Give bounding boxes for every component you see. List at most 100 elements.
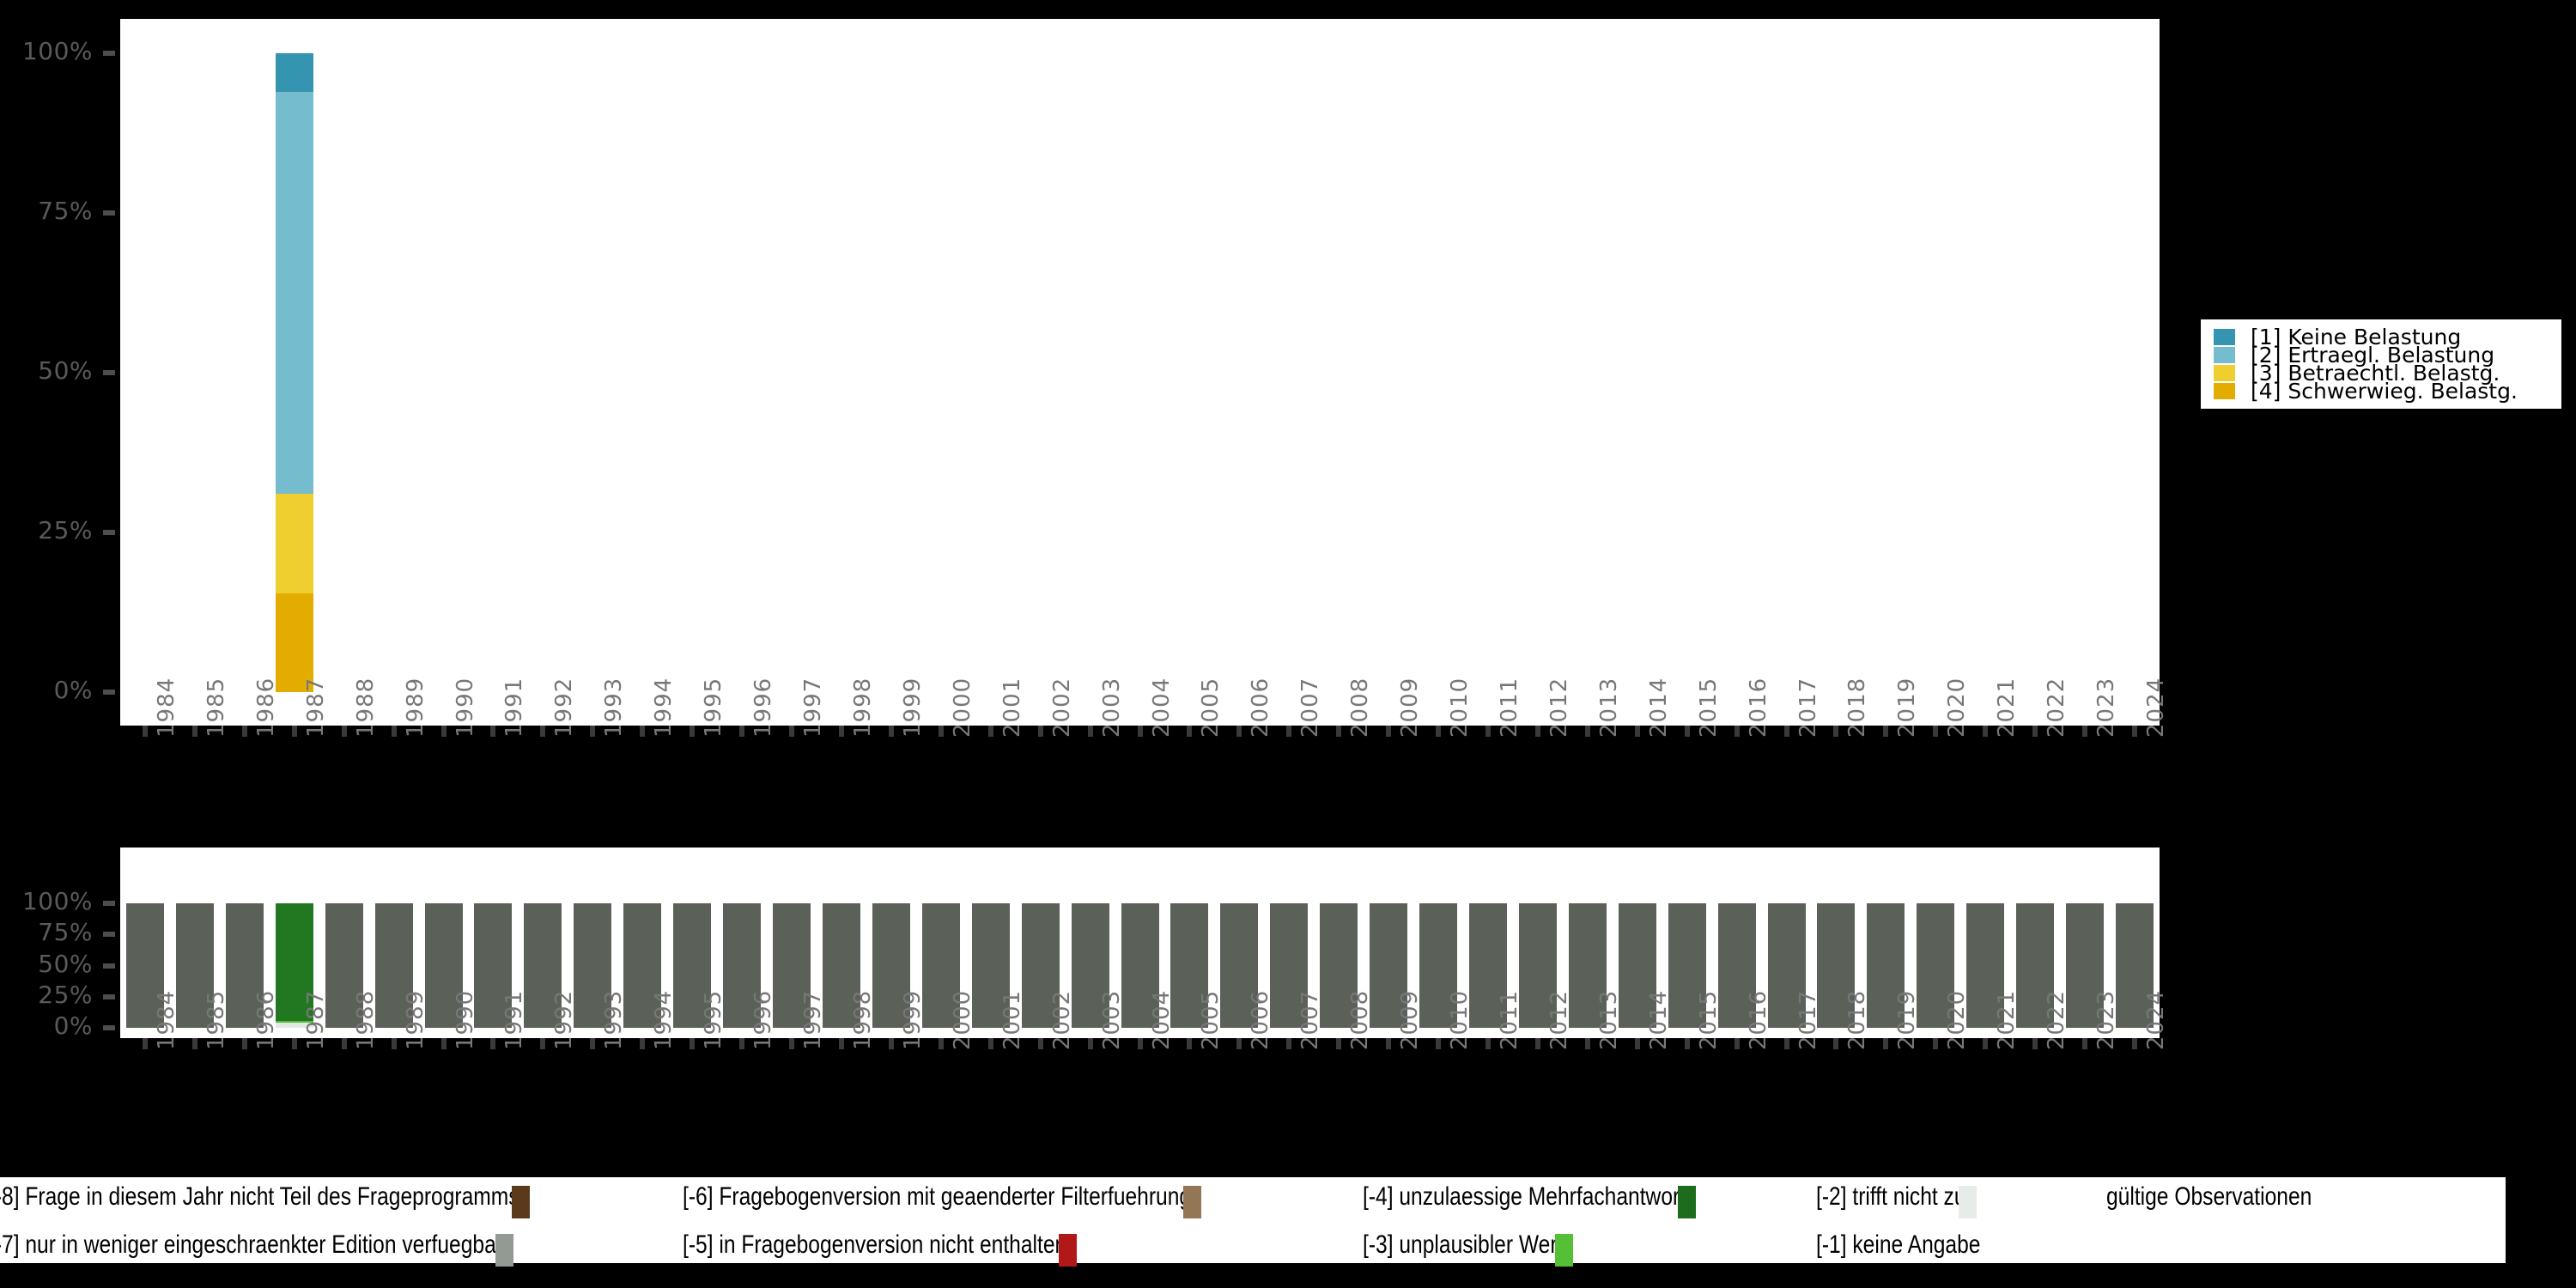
missing-legend-label: [-4] unzulaessige Mehrfachantwort	[1363, 1182, 1686, 1211]
sub-x-axis-tick	[440, 1038, 447, 1049]
x-axis-tick	[1684, 726, 1690, 737]
x-axis-tick	[291, 726, 297, 737]
x-axis-label: 2013	[1595, 677, 1622, 738]
sub-x-axis-tick	[2082, 1038, 2088, 1049]
sub-bar	[1668, 903, 1706, 1028]
x-axis-tick	[1436, 726, 1442, 737]
x-axis-tick	[1386, 726, 1392, 737]
sub-x-axis-tick	[1933, 1038, 1939, 1049]
sub-bar	[275, 903, 313, 1028]
x-axis-label: 2008	[1347, 677, 1374, 738]
x-axis-label: 2005	[1198, 677, 1224, 738]
sub-bar-segment	[1270, 903, 1309, 1028]
missing-legend-swatch	[495, 1234, 513, 1267]
y-axis-label: 25%	[38, 516, 93, 544]
x-axis-label: 2014	[1645, 677, 1672, 738]
sub-bar-segment	[275, 1021, 313, 1024]
sub-x-axis-label: 1987	[302, 989, 329, 1050]
sub-x-axis-label: 2022	[2044, 989, 2070, 1050]
sub-bar	[1320, 903, 1358, 1028]
x-axis-label: 2001	[999, 677, 1025, 738]
x-axis-tick	[2082, 726, 2088, 737]
missing-legend-item: [-7] nur in weniger eingeschraenkter Edi…	[0, 1230, 616, 1267]
sub-x-axis-tick	[838, 1038, 844, 1049]
legend-label: [4] Schwerwieg. Belastg.	[2251, 379, 2518, 404]
sub-bar-segment	[723, 903, 762, 1028]
x-axis-label: 2012	[1546, 677, 1572, 738]
sub-bar-segment	[1419, 903, 1458, 1028]
missing-legend-label: gültige Observationen	[2106, 1182, 2312, 1211]
x-axis-label: 2017	[1795, 677, 1821, 738]
x-axis-tick	[490, 726, 496, 737]
x-axis-label: 1994	[651, 677, 677, 738]
x-axis-tick	[739, 726, 745, 737]
x-axis-tick	[1236, 726, 1242, 737]
x-axis-tick	[938, 726, 944, 737]
sub-x-axis-label: 1993	[601, 989, 628, 1050]
sub-x-axis-tick	[1883, 1038, 1889, 1049]
sub-bar-segment	[1220, 903, 1259, 1028]
sub-bar-segment	[574, 903, 612, 1028]
legend-label: [3] Betraechtl. Belastg.	[2251, 361, 2500, 386]
x-axis-tick	[1336, 726, 1342, 737]
sub-x-axis-label: 1994	[651, 989, 677, 1050]
sub-bar	[921, 903, 960, 1028]
sub-x-axis-tick	[241, 1038, 247, 1049]
x-axis-label: 1999	[899, 677, 926, 738]
x-axis-label: 2007	[1297, 677, 1324, 738]
x-axis-label: 2011	[1496, 677, 1522, 738]
x-axis-tick	[440, 726, 447, 737]
legend-label: [1] Keine Belastung	[2251, 325, 2462, 349]
sub-x-axis-tick	[341, 1038, 347, 1049]
x-axis-label: 2018	[1844, 677, 1871, 738]
x-axis-tick	[142, 726, 148, 737]
y-axis-tick	[103, 51, 115, 56]
sub-bar	[1121, 903, 1159, 1028]
sub-bar	[1618, 903, 1656, 1028]
x-axis-label: 1989	[402, 677, 428, 738]
x-axis-tick	[540, 726, 546, 737]
legend-item: [3] Betraechtl. Belastg.	[2201, 361, 2561, 386]
sub-bar	[1568, 903, 1607, 1028]
sub-x-axis-label: 1998	[849, 989, 876, 1050]
sub-bar	[1370, 903, 1408, 1028]
sub-bar-segment	[1170, 903, 1209, 1028]
x-axis-tick	[1584, 726, 1590, 737]
sub-x-axis-label: 2001	[999, 989, 1025, 1050]
sub-bar-segment	[1618, 903, 1656, 1028]
sub-x-axis-label: 1984	[153, 989, 179, 1050]
missing-legend-label: [-2] trifft nicht zu	[1816, 1182, 1966, 1211]
sub-bar-segment	[474, 903, 513, 1028]
sub-x-axis-tick	[191, 1038, 197, 1049]
x-axis-tick	[1933, 726, 1939, 737]
sub-bar-segment	[2066, 903, 2105, 1028]
sub-x-axis-tick	[1336, 1038, 1342, 1049]
sub-bar	[1419, 903, 1458, 1028]
sub-bar-segment	[175, 903, 214, 1028]
x-axis-label: 2009	[1397, 677, 1424, 738]
sub-bar	[374, 903, 413, 1028]
sub-y-axis-tick	[103, 963, 115, 969]
x-axis-label: 1987	[302, 677, 329, 738]
sub-x-axis-label: 2018	[1844, 989, 1871, 1050]
x-axis-label: 1985	[203, 677, 229, 738]
sub-x-axis-label: 2003	[1098, 989, 1125, 1050]
sub-bar	[1170, 903, 1209, 1028]
sub-x-axis-tick	[1734, 1038, 1740, 1049]
sub-x-axis-label: 2002	[1048, 989, 1075, 1050]
sub-x-axis-label: 2006	[1248, 989, 1274, 1050]
sub-x-axis-label: 1991	[501, 989, 528, 1050]
x-axis-tick	[1187, 726, 1193, 737]
x-axis-tick	[1037, 726, 1043, 737]
sub-x-axis-label: 1999	[899, 989, 926, 1050]
sub-bar	[175, 903, 214, 1028]
x-axis-tick	[191, 726, 197, 737]
x-axis-label: 1992	[551, 677, 578, 738]
x-axis-tick	[838, 726, 844, 737]
sub-bar-segment	[921, 903, 960, 1028]
missing-legend-item: [-3] unplausibler Wert	[1352, 1230, 1607, 1267]
sub-bar	[723, 903, 762, 1028]
sub-bar	[1966, 903, 2005, 1028]
y-axis-label: 75%	[38, 197, 93, 225]
sub-x-axis-label: 2009	[1397, 989, 1424, 1050]
